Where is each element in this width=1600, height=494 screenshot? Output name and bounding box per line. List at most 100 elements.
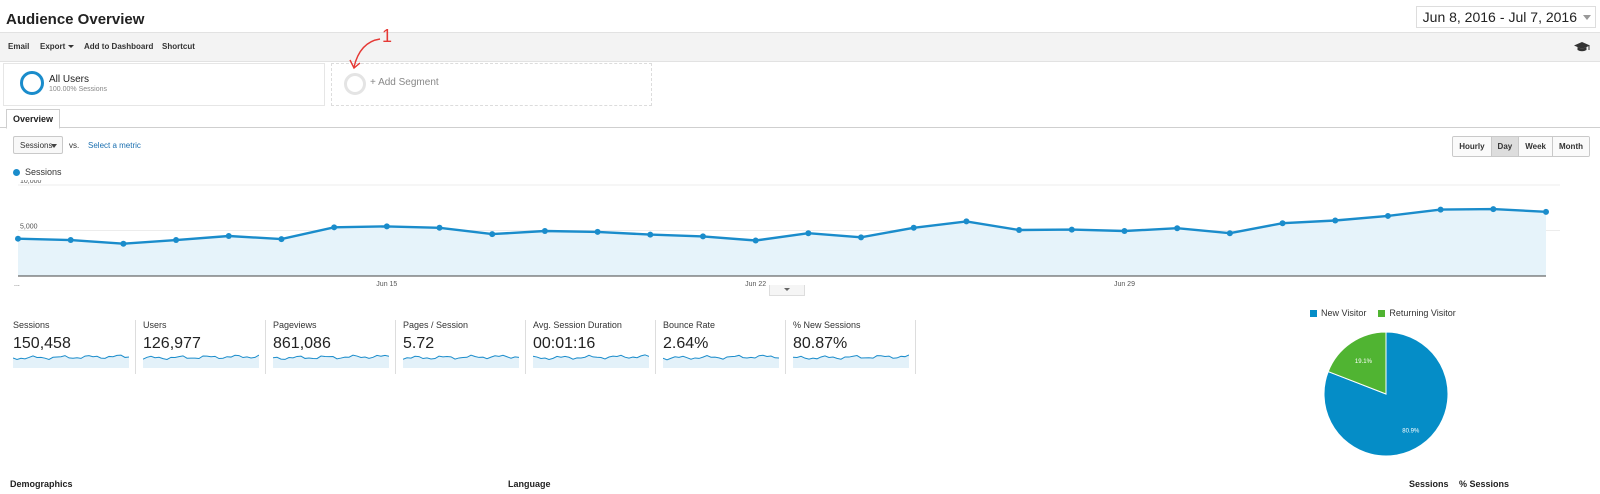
add-segment-button[interactable]: + Add Segment: [331, 63, 652, 106]
sessions-point[interactable]: [1121, 227, 1128, 234]
sessions-point[interactable]: [331, 224, 338, 231]
segment-sub: 100.00% Sessions: [49, 86, 107, 93]
pie-legend: New Visitor Returning Visitor: [1310, 308, 1456, 318]
scorecard-value: 5.72: [403, 335, 435, 352]
sessions-legend-label: Sessions: [25, 167, 62, 177]
sessions-point[interactable]: [1384, 212, 1391, 219]
pie-legend-returning: Returning Visitor: [1378, 308, 1456, 318]
segment-name: All Users: [49, 74, 90, 85]
date-start: Jun 8, 2016: [1422, 9, 1496, 25]
sessions-line: [17, 207, 1547, 245]
sessions-point[interactable]: [1279, 220, 1286, 227]
legend-swatch-new: [1310, 310, 1317, 318]
demographics-heading: Demographics: [10, 479, 73, 489]
scorecard-avg-session-duration[interactable]: Avg. Session Duration 00:01:16: [533, 320, 651, 374]
sessions-point[interactable]: [752, 237, 759, 244]
pie-slice-returning-visitor[interactable]: [1327, 331, 1387, 395]
graduation-cap-icon[interactable]: [1574, 41, 1590, 53]
sparkline: [403, 354, 519, 368]
sessions-point[interactable]: [1068, 226, 1075, 233]
sessions-point[interactable]: [173, 237, 180, 244]
tab-overview[interactable]: Overview: [6, 109, 61, 129]
sparkline-area: [533, 354, 649, 368]
vs-label: vs.: [69, 141, 80, 150]
sessions-point[interactable]: [858, 234, 865, 241]
sparkline-area: [143, 355, 259, 368]
sessions-point[interactable]: [67, 237, 74, 244]
add-to-dashboard-button[interactable]: Add to Dashboard: [84, 42, 154, 51]
sparkline-line: [793, 354, 909, 360]
scorecard-value: 126,977: [143, 335, 201, 352]
pie-legend-new-label: New Visitor: [1321, 308, 1367, 318]
sessions-point[interactable]: [225, 232, 232, 239]
sessions-point[interactable]: [594, 228, 601, 235]
scorecard-value: 00:01:16: [533, 335, 596, 352]
granularity-month[interactable]: Month: [1552, 137, 1589, 156]
sessions-point[interactable]: [436, 224, 443, 231]
sessions-point[interactable]: [1016, 227, 1023, 234]
sessions-point[interactable]: [1490, 206, 1497, 213]
scorecard-value: 861,086: [273, 335, 331, 352]
granularity-hourly[interactable]: Hourly: [1453, 137, 1491, 156]
sparkline: [793, 354, 909, 368]
scorecard-new-sessions[interactable]: % New Sessions 80.87%: [793, 320, 911, 374]
scorecard-label: Sessions: [13, 320, 50, 330]
sessions-point[interactable]: [15, 235, 21, 242]
segment-ring-icon: [20, 71, 44, 95]
sessions-point[interactable]: [1437, 206, 1444, 213]
sparkline-line: [13, 354, 129, 361]
sessions-point[interactable]: [647, 231, 654, 238]
x-tick-label: Jun 29: [1114, 281, 1135, 288]
scorecard-pages-session[interactable]: Pages / Session 5.72: [403, 320, 521, 374]
sparkline: [273, 354, 389, 368]
sessions-point[interactable]: [489, 231, 496, 238]
sparkline-line: [143, 354, 259, 361]
scorecard-pageviews[interactable]: Pageviews 861,086: [273, 320, 391, 374]
sessions-point[interactable]: [383, 223, 390, 230]
select-metric-link[interactable]: Select a metric: [88, 141, 141, 150]
granularity-week[interactable]: Week: [1518, 137, 1552, 156]
pie-slice-label: 80.9%: [1402, 428, 1420, 434]
sessions-point[interactable]: [805, 230, 812, 237]
export-button[interactable]: Export: [40, 42, 75, 51]
scorecard-divider: [265, 320, 266, 374]
metric-select[interactable]: Sessions: [13, 136, 63, 154]
pie-slice-label: 19.1%: [1355, 359, 1373, 365]
x-start-label: ...: [14, 281, 20, 288]
scorecard-bounce-rate[interactable]: Bounce Rate 2.64%: [663, 320, 781, 374]
sessions-point[interactable]: [963, 218, 970, 225]
granularity-day[interactable]: Day: [1490, 137, 1519, 156]
scorecard-sessions[interactable]: Sessions 150,458: [13, 320, 131, 374]
sessions-line-chart: 10,000 5,000 Jun 15 Jun 22 Jun 29...: [14, 180, 1560, 288]
sessions-point[interactable]: [910, 224, 917, 231]
sparkline: [13, 354, 129, 368]
scorecard-users[interactable]: Users 126,977: [143, 320, 261, 374]
scorecard-value: 150,458: [13, 335, 71, 352]
y-tick-label: 10,000: [20, 180, 42, 185]
date-end: Jul 7, 2016: [1508, 9, 1578, 25]
scorecard-divider: [525, 320, 526, 374]
chart-collapse-handle[interactable]: [769, 285, 805, 296]
sessions-point[interactable]: [120, 240, 127, 247]
sessions-point[interactable]: [1543, 208, 1549, 215]
sessions-point[interactable]: [1226, 230, 1233, 237]
annotation-number: 1: [382, 26, 393, 46]
sparkline-area: [793, 354, 909, 368]
sessions-area: [18, 209, 1546, 276]
sessions-point[interactable]: [541, 227, 548, 234]
scorecard-divider: [655, 320, 656, 374]
date-separator: -: [1499, 9, 1505, 25]
scorecard-label: % New Sessions: [793, 320, 861, 330]
email-button[interactable]: Email: [8, 42, 30, 51]
segment-all-users[interactable]: All Users 100.00% Sessions: [3, 63, 325, 106]
pct-sessions-column-header: % Sessions: [1459, 479, 1510, 489]
scorecard-label: Pages / Session: [403, 320, 469, 330]
sessions-point[interactable]: [1174, 225, 1181, 232]
sessions-point[interactable]: [699, 233, 706, 240]
sessions-point[interactable]: [278, 236, 285, 243]
sessions-point[interactable]: [1332, 217, 1339, 224]
sparkline-line: [663, 354, 779, 361]
shortcut-button[interactable]: Shortcut: [162, 42, 195, 51]
date-range-picker[interactable]: Jun 8, 2016 - Jul 7, 2016: [1415, 6, 1596, 28]
sparkline: [533, 354, 649, 368]
